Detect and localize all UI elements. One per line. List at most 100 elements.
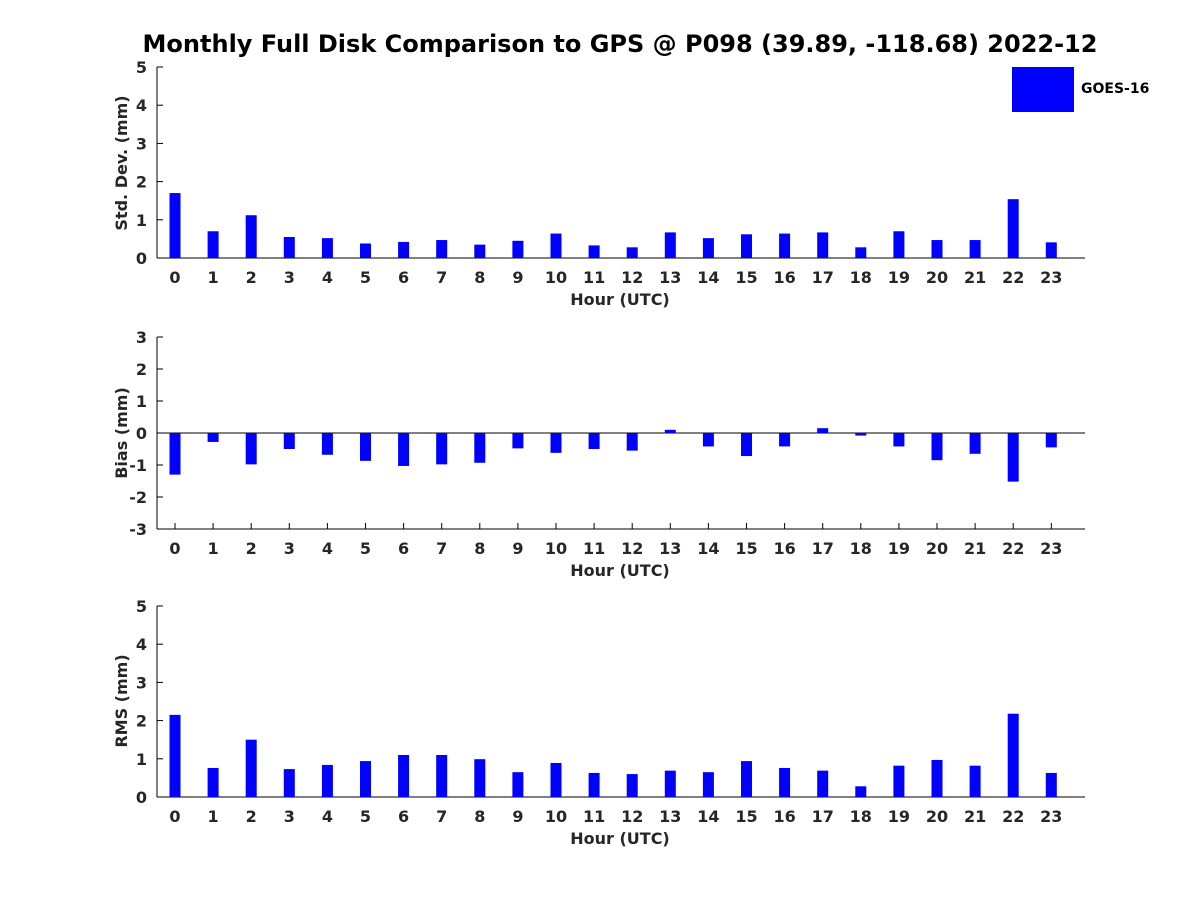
x-tick-label: 11 bbox=[583, 268, 605, 287]
bar bbox=[817, 232, 829, 258]
x-tick-label: 12 bbox=[621, 807, 643, 826]
x-tick-label: 1 bbox=[208, 539, 219, 558]
bar bbox=[360, 433, 371, 461]
x-tick-label: 1 bbox=[208, 268, 219, 287]
bar bbox=[321, 238, 333, 258]
x-tick-label: 6 bbox=[398, 539, 409, 558]
bar bbox=[245, 433, 257, 465]
bar bbox=[588, 772, 600, 797]
bar bbox=[931, 240, 943, 258]
bar bbox=[741, 761, 752, 797]
bar bbox=[207, 231, 219, 258]
bar bbox=[893, 231, 905, 258]
bar bbox=[550, 763, 562, 797]
x-tick-label: 1 bbox=[208, 807, 219, 826]
bar bbox=[169, 193, 181, 258]
x-tick-label: 21 bbox=[964, 268, 986, 287]
bar bbox=[398, 433, 410, 466]
x-tick-label: 8 bbox=[474, 539, 485, 558]
bar bbox=[664, 429, 676, 433]
bar bbox=[588, 245, 600, 258]
x-tick-label: 2 bbox=[246, 268, 257, 287]
bar bbox=[1007, 713, 1019, 797]
y-tick-label: -1 bbox=[129, 456, 147, 475]
x-tick-label: 6 bbox=[398, 268, 409, 287]
x-tick-label: 22 bbox=[1002, 807, 1024, 826]
x-tick-label: 7 bbox=[436, 807, 447, 826]
x-tick-label: 12 bbox=[621, 539, 643, 558]
x-axis-label: Hour (UTC) bbox=[570, 561, 670, 580]
x-tick-label: 5 bbox=[360, 539, 371, 558]
bar bbox=[398, 754, 410, 797]
bar bbox=[398, 241, 410, 258]
bar bbox=[969, 433, 981, 454]
x-tick-label: 6 bbox=[398, 807, 409, 826]
chart-title: Monthly Full Disk Comparison to GPS @ P0… bbox=[142, 30, 1098, 58]
x-tick-label: 17 bbox=[812, 807, 834, 826]
bar bbox=[1007, 199, 1019, 258]
y-tick-label: 2 bbox=[136, 173, 147, 192]
bar bbox=[855, 247, 867, 258]
legend-swatch bbox=[1012, 67, 1074, 112]
y-axis-label: Bias (mm) bbox=[112, 387, 131, 479]
x-tick-label: 7 bbox=[436, 268, 447, 287]
x-tick-label: 18 bbox=[850, 539, 872, 558]
bar bbox=[1045, 242, 1057, 258]
x-tick-label: 17 bbox=[812, 268, 834, 287]
x-tick-label: 5 bbox=[360, 807, 371, 826]
bar bbox=[855, 786, 867, 797]
bar bbox=[360, 243, 371, 258]
x-tick-label: 13 bbox=[659, 807, 681, 826]
y-tick-label: 5 bbox=[136, 597, 147, 616]
x-tick-label: 16 bbox=[773, 539, 795, 558]
bar bbox=[245, 739, 257, 797]
y-tick-label: 1 bbox=[136, 392, 147, 411]
y-tick-label: 3 bbox=[136, 673, 147, 692]
bar bbox=[969, 240, 981, 258]
x-tick-label: 14 bbox=[697, 807, 719, 826]
x-tick-label: 3 bbox=[284, 539, 295, 558]
bar bbox=[436, 240, 448, 258]
x-tick-label: 0 bbox=[169, 539, 180, 558]
legend-label: GOES-16 bbox=[1081, 81, 1150, 97]
x-tick-label: 4 bbox=[322, 807, 333, 826]
x-tick-label: 23 bbox=[1040, 539, 1062, 558]
bar bbox=[283, 433, 295, 449]
x-tick-label: 20 bbox=[926, 539, 948, 558]
y-tick-label: 3 bbox=[136, 328, 147, 347]
bar bbox=[779, 233, 791, 258]
y-tick-label: 2 bbox=[136, 360, 147, 379]
x-tick-label: 13 bbox=[659, 539, 681, 558]
bar bbox=[817, 428, 829, 433]
bar bbox=[474, 759, 486, 797]
bar bbox=[1007, 433, 1019, 482]
x-tick-label: 3 bbox=[284, 807, 295, 826]
bar bbox=[1045, 433, 1057, 448]
bar bbox=[245, 215, 257, 258]
y-tick-label: 0 bbox=[136, 249, 147, 268]
y-tick-label: 3 bbox=[136, 134, 147, 153]
y-tick-label: 5 bbox=[136, 58, 147, 77]
x-tick-label: 8 bbox=[474, 807, 485, 826]
x-tick-label: 0 bbox=[169, 268, 180, 287]
y-tick-label: -3 bbox=[129, 520, 147, 539]
bar bbox=[474, 433, 486, 463]
bar bbox=[550, 233, 562, 258]
bar bbox=[436, 754, 448, 797]
bar bbox=[436, 433, 448, 465]
x-tick-label: 16 bbox=[773, 268, 795, 287]
x-tick-label: 0 bbox=[169, 807, 180, 826]
bar bbox=[169, 714, 181, 797]
x-tick-label: 14 bbox=[697, 539, 719, 558]
x-tick-label: 15 bbox=[735, 268, 757, 287]
y-tick-label: 4 bbox=[136, 96, 147, 115]
bar bbox=[626, 247, 638, 258]
x-tick-label: 10 bbox=[545, 539, 567, 558]
x-tick-label: 17 bbox=[812, 539, 834, 558]
bar bbox=[893, 433, 905, 447]
bar bbox=[702, 772, 714, 797]
bar bbox=[664, 232, 676, 258]
x-tick-label: 9 bbox=[512, 807, 523, 826]
